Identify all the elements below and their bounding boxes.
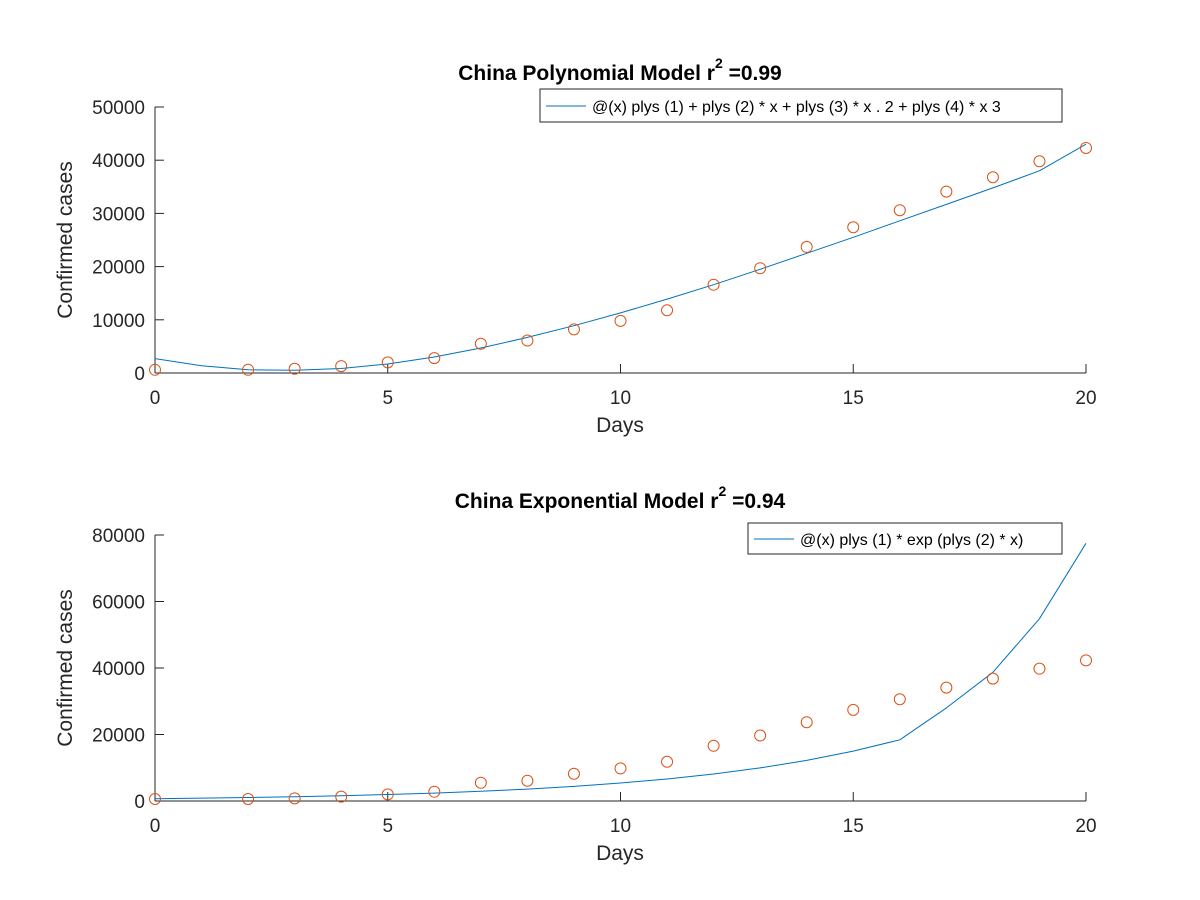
x-tick-label: 15 xyxy=(843,388,864,409)
data-point xyxy=(986,672,999,685)
y-tick-label: 20000 xyxy=(92,258,145,279)
y-tick-label: 50000 xyxy=(92,98,145,119)
data-point xyxy=(661,304,674,317)
fit-line xyxy=(154,543,1087,800)
data-point xyxy=(707,278,720,291)
data-point xyxy=(1033,662,1046,675)
data-point xyxy=(521,774,534,787)
data-point xyxy=(474,337,487,350)
chart-title-suffix: =0.94 xyxy=(726,490,785,513)
x-axis-label: Days xyxy=(596,842,644,865)
data-point xyxy=(754,729,767,742)
data-point xyxy=(661,755,674,768)
data-point xyxy=(614,314,627,327)
y-tick-label: 60000 xyxy=(92,593,145,614)
data-point xyxy=(567,767,580,780)
plot-area: 0 5 10 15 20 0 20000 40000 60000 80000 xyxy=(92,526,1096,837)
y-tick-label: 40000 xyxy=(92,659,145,680)
chart-title-superscript: 2 xyxy=(715,55,723,71)
data-point xyxy=(847,703,860,716)
chart-title-superscript: 2 xyxy=(718,483,726,499)
x-tick-label: 10 xyxy=(610,816,631,837)
y-axis-label: Confirmed cases xyxy=(54,589,77,747)
x-tick-label: 0 xyxy=(150,388,161,409)
chart-title-main: China Polynomial Model r xyxy=(458,62,715,85)
x-tick-label: 10 xyxy=(610,388,631,409)
legend: @(x) plys (1) * exp (plys (2) * x) xyxy=(747,522,1063,555)
x-tick-label: 15 xyxy=(843,816,864,837)
chart-title-suffix: =0.99 xyxy=(723,62,782,85)
y-tick-label: 80000 xyxy=(92,526,145,547)
legend-box xyxy=(747,522,1063,555)
x-tick-label: 0 xyxy=(150,816,161,837)
x-tick-label: 5 xyxy=(382,816,393,837)
x-tick-label: 5 xyxy=(382,388,393,409)
data-point xyxy=(335,790,348,803)
data-point xyxy=(800,716,813,729)
y-axis-label: Confirmed cases xyxy=(54,161,77,319)
data-point xyxy=(800,240,813,253)
data-point xyxy=(428,785,441,798)
data-point xyxy=(381,356,394,369)
exponential-chart: China Exponential Model r2 =0.94 0 5 10 15 2… xyxy=(54,483,1097,865)
data-point xyxy=(1033,155,1046,168)
data-point xyxy=(893,204,906,217)
data-point xyxy=(1080,654,1092,667)
chart-title-main: China Exponential Model r xyxy=(455,490,719,513)
chart-title: China Exponential Model r2 =0.94 xyxy=(455,483,786,513)
legend-entry-label: @(x) plys (1) * exp (plys (2) * x) xyxy=(800,532,1023,549)
data-point xyxy=(242,363,255,376)
data-point xyxy=(474,776,487,789)
plot-area: 0 5 10 15 20 0 10000 20000 30000 40000 50000 xyxy=(92,98,1096,409)
data-point xyxy=(381,788,394,801)
y-tick-label: 10000 xyxy=(92,311,145,332)
x-axis-label: Days xyxy=(596,414,644,437)
data-point xyxy=(707,739,720,752)
y-tick-label: 30000 xyxy=(92,204,145,225)
data-point xyxy=(754,262,767,275)
data-point xyxy=(847,221,860,234)
data-point xyxy=(428,352,441,365)
data-point xyxy=(986,171,999,184)
data-point xyxy=(288,362,301,375)
data-point xyxy=(893,693,906,706)
data-point xyxy=(940,681,953,694)
y-tick-label: 20000 xyxy=(92,726,145,747)
fit-line xyxy=(154,143,1087,371)
legend-box xyxy=(539,88,1063,123)
chart-title: China Polynomial Model r2 =0.99 xyxy=(458,55,781,85)
data-point xyxy=(335,360,348,373)
y-tick-label: 40000 xyxy=(92,151,145,172)
data-point xyxy=(614,762,627,775)
data-point xyxy=(242,793,255,806)
data-point xyxy=(567,323,580,336)
polynomial-chart: China Polynomial Model r2 =0.99 0 5 10 15 20… xyxy=(54,55,1097,437)
y-tick-label: 0 xyxy=(134,792,145,813)
y-tick-label: 0 xyxy=(134,364,145,385)
data-point xyxy=(149,363,161,376)
legend: @(x) plys (1) + plys (2) * x + plys (3) … xyxy=(539,88,1063,123)
data-point xyxy=(521,334,534,347)
data-point xyxy=(940,185,953,198)
x-tick-label: 20 xyxy=(1075,388,1096,409)
legend-entry-label: @(x) plys (1) + plys (2) * x + plys (3) … xyxy=(592,99,1001,116)
data-point xyxy=(1080,141,1092,154)
x-tick-label: 20 xyxy=(1075,816,1096,837)
data-point xyxy=(288,792,301,805)
data-point xyxy=(149,793,161,806)
